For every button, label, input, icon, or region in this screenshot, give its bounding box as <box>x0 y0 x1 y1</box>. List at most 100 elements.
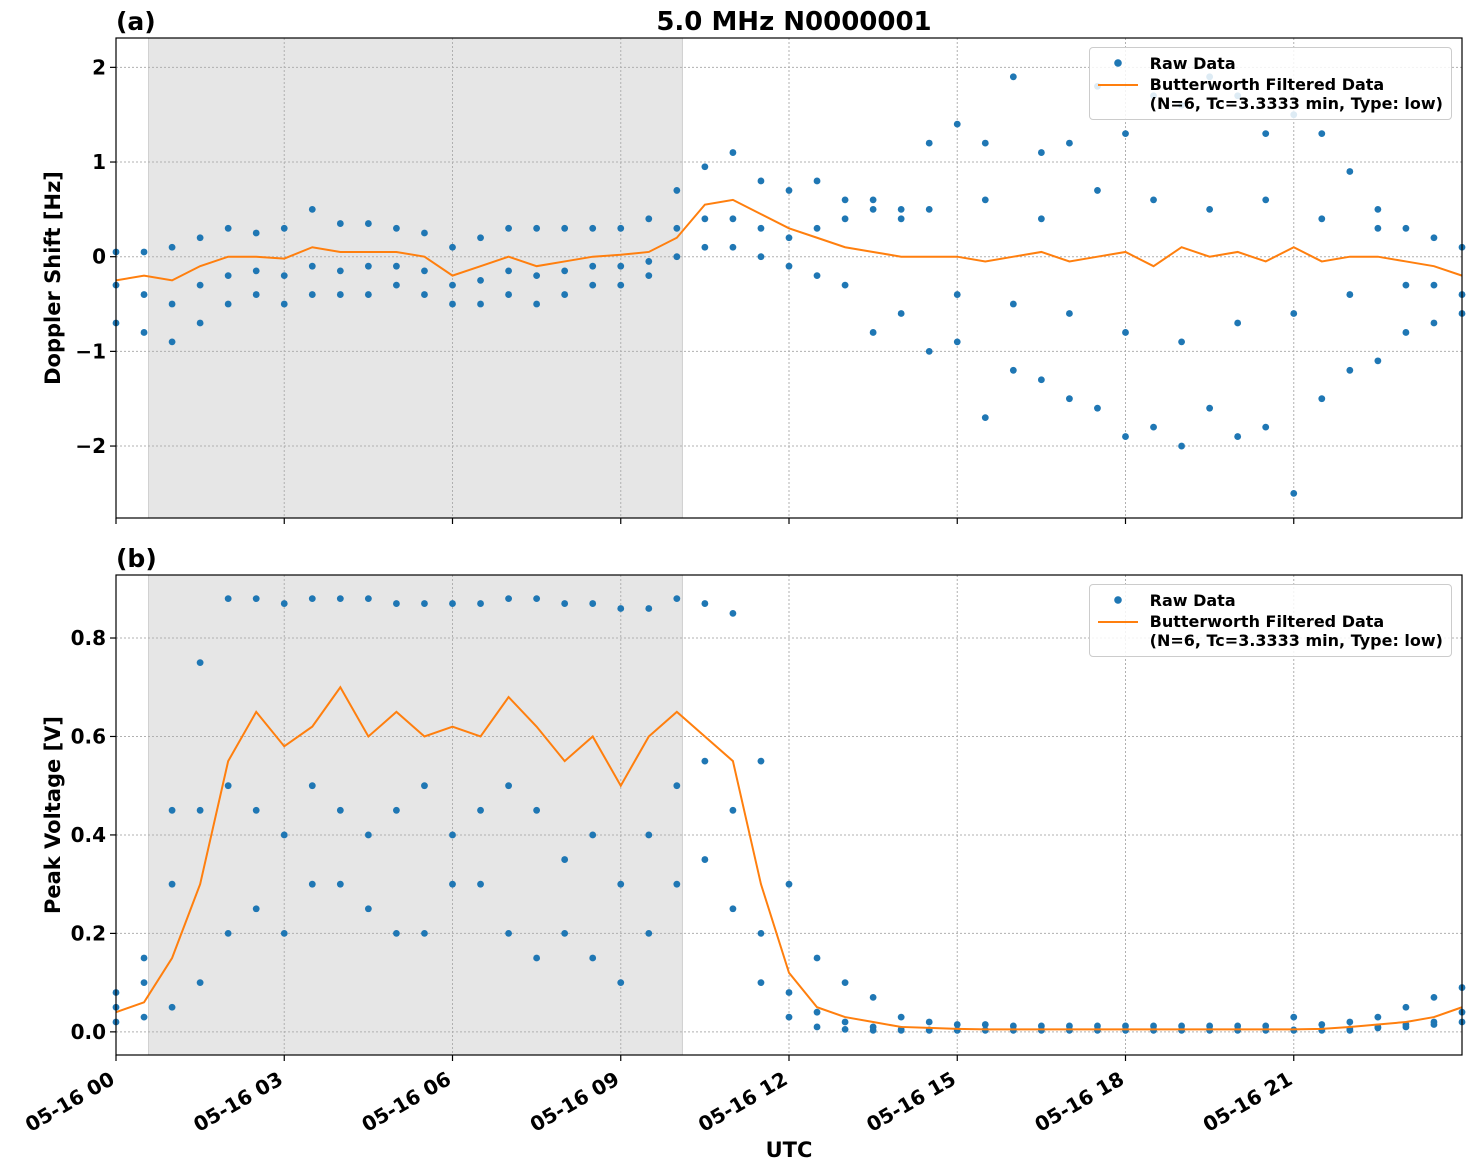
raw-point <box>925 139 933 147</box>
raw-point <box>1290 1013 1298 1021</box>
raw-point <box>252 267 260 275</box>
raw-point <box>869 196 877 204</box>
raw-point <box>505 930 512 937</box>
raw-point <box>140 248 148 256</box>
raw-point <box>224 272 232 280</box>
raw-point <box>673 253 681 261</box>
raw-point <box>168 243 176 251</box>
raw-point <box>589 224 597 232</box>
raw-point <box>308 782 316 790</box>
raw-point <box>673 224 681 232</box>
raw-point <box>533 272 541 280</box>
raw-point <box>673 782 681 790</box>
raw-point <box>1430 281 1438 289</box>
raw-point <box>252 595 260 603</box>
raw-point <box>280 272 288 280</box>
raw-point <box>1346 366 1354 374</box>
raw-point <box>196 234 204 242</box>
raw-point <box>1122 329 1129 336</box>
raw-point <box>617 262 625 270</box>
raw-point <box>561 600 569 607</box>
raw-point <box>1402 1003 1410 1011</box>
raw-point <box>645 605 653 612</box>
legend-item: Butterworth Filtered Data (N=6, Tc=3.333… <box>1097 612 1443 650</box>
raw-point <box>168 806 176 814</box>
raw-point <box>813 1008 821 1016</box>
raw-point <box>813 954 821 962</box>
x-axis-label: UTC <box>766 1138 813 1162</box>
chart-title: 5.0 MHz N0000001 <box>656 7 931 37</box>
raw-point <box>196 806 204 814</box>
raw-point <box>785 234 793 242</box>
legend-label: Butterworth Filtered Data (N=6, Tc=3.333… <box>1149 612 1443 650</box>
raw-point <box>1290 489 1298 497</box>
raw-point <box>1262 130 1270 138</box>
raw-point <box>140 979 148 987</box>
raw-point <box>785 989 793 996</box>
raw-point <box>645 831 653 839</box>
raw-point <box>252 291 260 298</box>
raw-point <box>449 281 456 289</box>
raw-point <box>140 1013 148 1021</box>
raw-point <box>1037 376 1045 384</box>
raw-point <box>308 595 316 603</box>
raw-point <box>729 610 737 617</box>
raw-point <box>252 806 260 814</box>
raw-point <box>224 595 232 603</box>
y-tick-label: 0.2 <box>71 921 106 945</box>
raw-point <box>336 806 344 814</box>
raw-point <box>196 979 204 987</box>
raw-point <box>729 243 737 251</box>
raw-point <box>336 267 344 275</box>
raw-point <box>561 224 569 232</box>
raw-point <box>645 272 653 280</box>
raw-point <box>477 600 484 607</box>
raw-point <box>1178 442 1185 450</box>
raw-point <box>729 215 737 223</box>
raw-point <box>729 806 737 814</box>
raw-point <box>1374 1024 1382 1032</box>
raw-point <box>505 782 512 790</box>
raw-point <box>1206 205 1214 213</box>
raw-point <box>981 139 989 147</box>
raw-point <box>449 300 456 308</box>
y-tick-label: 0.4 <box>71 823 106 847</box>
raw-point <box>421 291 428 298</box>
raw-point <box>869 329 877 336</box>
raw-point <box>1262 196 1270 204</box>
raw-point <box>869 994 877 1001</box>
legend-item: Butterworth Filtered Data (N=6, Tc=3.333… <box>1097 75 1443 113</box>
legend-key <box>1097 591 1138 609</box>
raw-point <box>617 224 625 232</box>
raw-point <box>981 414 989 422</box>
raw-point <box>252 905 260 913</box>
raw-point <box>785 262 793 270</box>
raw-point <box>673 595 681 603</box>
raw-point <box>336 220 344 227</box>
raw-point <box>645 215 653 223</box>
raw-point <box>785 1013 793 1021</box>
raw-point <box>1318 130 1326 138</box>
x-tick-label: 05-16 12 <box>694 1067 792 1137</box>
raw-point <box>1374 1013 1382 1021</box>
raw-point <box>196 281 204 289</box>
raw-point <box>701 600 709 607</box>
raw-point <box>364 291 372 298</box>
raw-point <box>1318 395 1326 403</box>
shaded-span <box>148 574 683 1056</box>
raw-point <box>841 1018 849 1026</box>
raw-point <box>477 276 484 284</box>
raw-point <box>393 262 400 270</box>
raw-point <box>1430 234 1438 242</box>
raw-point <box>168 880 176 888</box>
raw-point <box>645 258 653 265</box>
raw-point <box>477 234 484 242</box>
raw-point <box>1234 319 1242 327</box>
x-tick-label: 05-16 15 <box>862 1067 960 1137</box>
raw-point <box>477 880 484 888</box>
raw-point <box>1037 149 1045 156</box>
raw-point <box>140 329 148 336</box>
raw-point <box>617 880 625 888</box>
raw-point <box>393 930 400 937</box>
